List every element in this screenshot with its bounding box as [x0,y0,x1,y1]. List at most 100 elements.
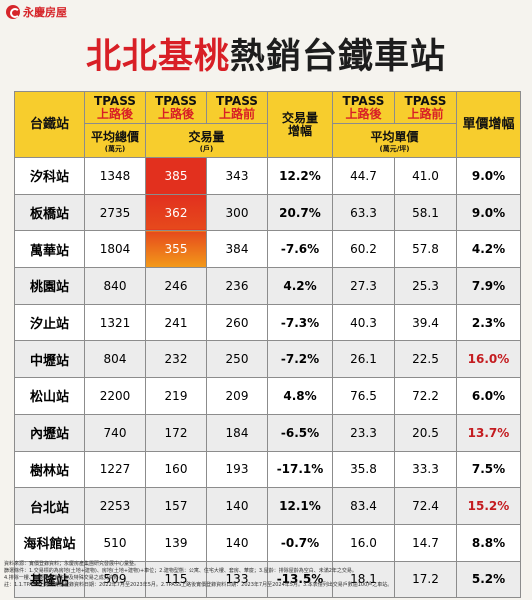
cell-unit-price-after: 26.1 [332,340,395,379]
cell-station: 萬華站 [14,230,85,269]
cell-volume-before: 300 [206,193,268,232]
table-row: 基隆站 509 115 133 -13.5% 18.1 17.2 5.2% [14,560,521,599]
cell-volume-growth: 4.8% [267,377,333,415]
cell-unit-price-after: 40.3 [332,303,395,342]
header-unit-growth: 單價增幅 [456,91,521,158]
cell-avg-total: 1804 [84,230,146,269]
cell-unit-price-after: 16.0 [332,523,395,562]
cell-volume-growth: -17.1% [267,450,333,489]
cell-unit-price-growth: 7.5% [456,450,521,489]
cell-avg-total: 804 [84,340,146,379]
header-volume: 交易量 (戶) [145,123,268,158]
cell-unit-price-after: 60.2 [332,230,395,269]
table-row: 樹林站 1227 160 193 -17.1% 35.8 33.3 7.5% [14,450,521,489]
cell-volume-before: 250 [206,340,268,379]
cell-avg-total: 1227 [84,450,146,489]
note-criteria: 篩選條件：1.交易標的為房地(土地+建物)、房地(土地+建物)+車位；2.建物型… [4,568,357,574]
cell-station: 樹林站 [14,450,85,489]
cell-unit-price-before: 14.7 [394,523,457,562]
cell-volume-before: 193 [206,450,268,489]
cell-station: 汐科站 [14,157,85,195]
cell-volume-after: 362 [145,193,207,232]
brand-logo-text: 永慶房屋 [23,6,67,19]
station-table: 台鐵站 TPASS 上路後 TPASS 上路後 TPASS 上路前 交易量 增幅… [14,91,521,599]
cell-volume-after: 160 [145,450,207,489]
cell-avg-total: 2735 [84,193,146,232]
cell-volume-before: 260 [206,303,268,342]
cell-volume-before: 140 [206,487,268,525]
cell-unit-price-growth: 13.7% [456,413,521,452]
cell-volume-growth: -0.7% [267,523,333,562]
cell-unit-price-after: 18.1 [332,560,395,599]
cell-volume-before: 384 [206,230,268,269]
note-criteria-cont: 4.排除一樓、主要用途非住家及特殊交易之成交資料。 [4,575,124,581]
cell-station: 松山站 [14,377,85,415]
cell-unit-price-growth: 5.2% [456,560,521,599]
cell-unit-price-before: 17.2 [394,560,457,599]
table-row: 桃園站 840 246 236 4.2% 27.3 25.3 7.9% [14,267,521,305]
cell-volume-after: 246 [145,267,207,305]
cell-volume-after: 219 [145,377,207,415]
cell-unit-price-before: 20.5 [394,413,457,452]
cell-unit-price-after: 35.8 [332,450,395,489]
table-row: 海科館站 510 139 140 -0.7% 16.0 14.7 8.8% [14,523,521,562]
cell-unit-price-after: 76.5 [332,377,395,415]
table-row: 汐科站 1348 385 343 12.2% 44.7 41.0 9.0% [14,157,521,195]
cell-unit-price-growth: 6.0% [456,377,521,415]
table-row: 萬華站 1804 355 384 -7.6% 60.2 57.8 4.2% [14,230,521,269]
cell-volume-before: 209 [206,377,268,415]
table-row: 汐止站 1321 241 260 -7.3% 40.3 39.4 2.3% [14,303,521,342]
cell-volume-after: 232 [145,340,207,379]
cell-volume-before: 236 [206,267,268,305]
cell-station: 基隆站 [14,560,85,599]
table-row: 中壢站 804 232 250 -7.2% 26.1 22.5 16.0% [14,340,521,379]
cell-volume-after: 139 [145,523,207,562]
cell-unit-price-after: 27.3 [332,267,395,305]
cell-unit-price-growth: 15.2% [456,487,521,525]
cell-volume-after: 115 [145,560,207,599]
cell-unit-price-before: 58.1 [394,193,457,232]
footnotes: 資料來源：實價登錄資料；永慶房產集團研究發展中心彙整。 篩選條件：1.交易標的為… [4,561,528,589]
table-row: 松山站 2200 219 209 4.8% 76.5 72.2 6.0% [14,377,521,415]
cell-unit-price-growth: 4.2% [456,230,521,269]
cell-avg-total: 740 [84,413,146,452]
cell-volume-after: 157 [145,487,207,525]
cell-avg-total: 2253 [84,487,146,525]
cell-unit-price-growth: 2.3% [456,303,521,342]
brand-logo-icon [6,5,20,19]
cell-avg-total: 510 [84,523,146,562]
cell-avg-total: 1321 [84,303,146,342]
cell-station: 台北站 [14,487,85,525]
page-title: 北北基桃熱銷台鐵車站 [0,28,532,79]
cell-unit-price-before: 57.8 [394,230,457,269]
header-unit-after: TPASS 上路後 [332,91,395,124]
cell-volume-before: 343 [206,157,268,195]
cell-unit-price-growth: 16.0% [456,340,521,379]
cell-unit-price-growth: 9.0% [456,193,521,232]
cell-station: 板橋站 [14,193,85,232]
header-vol-before: TPASS 上路前 [206,91,268,124]
cell-station: 內壢站 [14,413,85,452]
header-station: 台鐵站 [14,91,85,158]
cell-avg-total: 840 [84,267,146,305]
header-unit-before: TPASS 上路前 [394,91,457,124]
cell-volume-after: 355 [145,230,207,269]
cell-volume-growth: 20.7% [267,193,333,232]
cell-unit-price-before: 72.2 [394,377,457,415]
cell-unit-price-before: 72.4 [394,487,457,525]
cell-unit-price-before: 25.3 [394,267,457,305]
header-avg-total: 平均總價 (萬元) [84,123,146,158]
cell-volume-growth: -6.5% [267,413,333,452]
cell-volume-growth: -7.6% [267,230,333,269]
cell-station: 汐止站 [14,303,85,342]
cell-station: 桃園站 [14,267,85,305]
cell-unit-price-growth: 9.0% [456,157,521,195]
cell-unit-price-before: 33.3 [394,450,457,489]
brand-logo: 永慶房屋 [6,4,67,20]
cell-avg-total: 1348 [84,157,146,195]
table-row: 內壢站 740 172 184 -6.5% 23.3 20.5 13.7% [14,413,521,452]
title-subject: 熱銷台鐵車站 [230,37,447,77]
cell-volume-growth: 12.1% [267,487,333,525]
cell-volume-growth: -13.5% [267,560,333,599]
cell-station: 海科館站 [14,523,85,562]
